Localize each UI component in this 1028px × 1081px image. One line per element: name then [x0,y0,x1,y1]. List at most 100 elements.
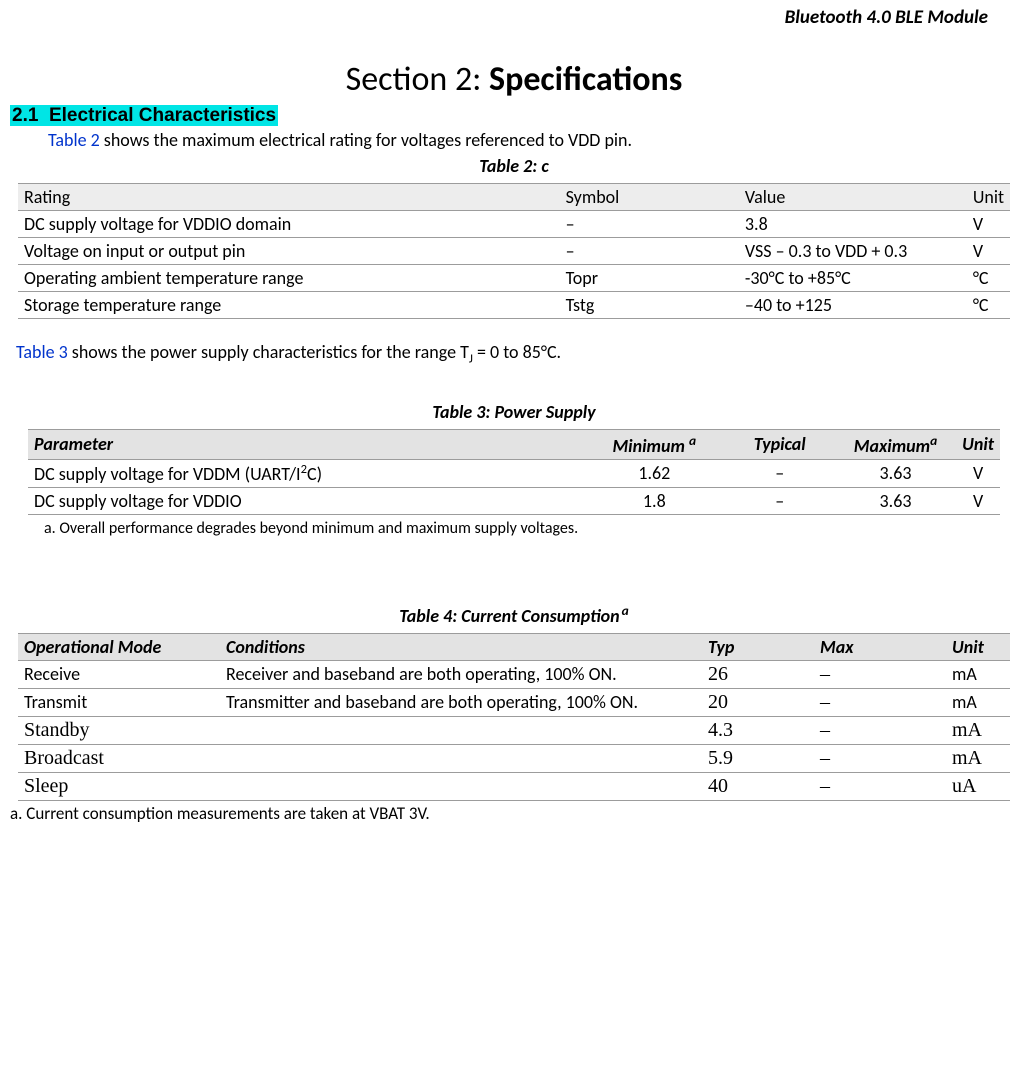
table-cell: – [725,459,835,487]
table-cell: 1.62 [584,459,724,487]
table2-h2: Symbol [560,184,739,211]
table3: Parameter Minimum a Typical Maximuma Uni… [28,429,1000,515]
table-row: Storage temperature rangeTstg–40 to +125… [18,292,1010,319]
table4-footnote: a. Current consumption measurements are … [10,803,1018,824]
table-cell: Storage temperature range [18,292,560,319]
table3-intro-text2: = 0 to 85°C. [473,341,561,363]
table-cell [220,744,702,772]
table2-header-row: Rating Symbol Value Unit [18,184,1010,211]
table-cell: mA [946,688,1010,716]
table-cell: 5.9 [702,744,814,772]
table4-h3: Typ [702,633,814,660]
table-cell: 4.3 [702,716,814,744]
table-cell: mA [946,660,1010,688]
table-row: DC supply voltage for VDDIO domain–3.8V [18,211,1010,238]
table4-h4: Max [814,633,946,660]
table4-caption: Table 4: Current Consumptiona [10,602,1018,627]
table-cell: Sleep [18,772,220,800]
table-row: ReceiveReceiver and baseband are both op… [18,660,1010,688]
table-cell: uA [946,772,1010,800]
table3-footnote: a. Overall performance degrades beyond m… [44,519,1018,538]
table4-h2: Conditions [220,633,702,660]
table-cell: – [725,487,835,514]
table2-link: Table 2 [48,129,100,151]
table3-header-row: Parameter Minimum a Typical Maximuma Uni… [28,429,1000,459]
table-row: Voltage on input or output pin–VSS – 0.3… [18,238,1010,265]
table-cell: °C [967,265,1010,292]
table-cell: Broadcast [18,744,220,772]
table-cell: DC supply voltage for VDDIO domain [18,211,560,238]
table3-h-min: Minimum a [584,429,724,459]
table2: Rating Symbol Value Unit DC supply volta… [18,183,1010,319]
table-cell: Transmit [18,688,220,716]
table-row: Standby 4.3–mA [18,716,1010,744]
table-row: Broadcast 5.9–mA [18,744,1010,772]
table-row: DC supply voltage for VDDM (UART/I2C)1.6… [28,459,1000,487]
table-cell: V [967,211,1010,238]
table-cell: Transmitter and baseband are both operat… [220,688,702,716]
section-prefix: Section 2: [346,59,482,100]
table-cell: 3.63 [835,459,956,487]
table-cell: 20 [702,688,814,716]
table2-caption: Table 2: c [10,155,1018,177]
table-cell: V [956,487,1000,514]
table4: Operational Mode Conditions Typ Max Unit… [18,633,1010,801]
table-cell: – [814,716,946,744]
table-row: Sleep 40–uA [18,772,1010,800]
table-row: TransmitTransmitter and baseband are bot… [18,688,1010,716]
table3-h-unit: Unit [956,429,1000,459]
table3-h-param: Parameter [28,429,584,459]
table-cell: °C [967,292,1010,319]
table-cell: Topr [560,265,739,292]
table3-intro-text1: shows the power supply characteristics f… [68,341,469,363]
table-cell: – [560,211,739,238]
subsection-num: 2.1 [12,105,38,126]
table-cell: V [956,459,1000,487]
table4-header-row: Operational Mode Conditions Typ Max Unit [18,633,1010,660]
table-cell: DC supply voltage for VDDM (UART/I2C) [28,459,584,487]
table4-h1: Operational Mode [18,633,220,660]
table3-link: Table 3 [16,341,68,363]
table-cell: – [814,688,946,716]
table-cell [220,772,702,800]
table2-h3: Value [739,184,967,211]
table-cell: 26 [702,660,814,688]
table-cell: VSS – 0.3 to VDD + 0.3 [739,238,967,265]
table-cell: – [814,744,946,772]
table3-h-max: Maximuma [835,429,956,459]
table2-intro: Table 2 shows the maximum electrical rat… [10,127,1018,151]
table-row: Operating ambient temperature rangeTopr-… [18,265,1010,292]
table-cell: Receive [18,660,220,688]
table-cell: – [560,238,739,265]
table-cell [220,716,702,744]
table-cell: – [814,772,946,800]
section-title: Section 2: Specifications [10,59,1018,100]
table-cell: DC supply voltage for VDDIO [28,487,584,514]
table-cell: Voltage on input or output pin [18,238,560,265]
table-cell: Standby [18,716,220,744]
table-cell: Operating ambient temperature range [18,265,560,292]
table-cell: Tstg [560,292,739,319]
table4-h5: Unit [946,633,1010,660]
table2-h4: Unit [967,184,1010,211]
table-cell: V [967,238,1010,265]
table2-intro-text: shows the maximum electrical rating for … [100,129,632,151]
doc-header: Bluetooth 4.0 BLE Module [10,0,1018,29]
table-cell: mA [946,744,1010,772]
subsection-title: Electrical Characteristics [49,105,276,126]
section-word: Specifications [489,59,682,100]
table-cell: Receiver and baseband are both operating… [220,660,702,688]
table-cell: mA [946,716,1010,744]
table3-intro: Table 3 shows the power supply character… [16,341,1018,367]
table-cell: -30°C to +85°C [739,265,967,292]
table-row: DC supply voltage for VDDIO1.8–3.63V [28,487,1000,514]
table-cell: –40 to +125 [739,292,967,319]
table3-caption: Table 3: Power Supply [10,401,1018,423]
table-cell: – [814,660,946,688]
table-cell: 3.8 [739,211,967,238]
table-cell: 40 [702,772,814,800]
table-cell: 1.8 [584,487,724,514]
table2-h1: Rating [18,184,560,211]
table3-h-typ: Typical [725,429,835,459]
subsection-heading: 2.1 Electrical Characteristics [10,105,278,126]
